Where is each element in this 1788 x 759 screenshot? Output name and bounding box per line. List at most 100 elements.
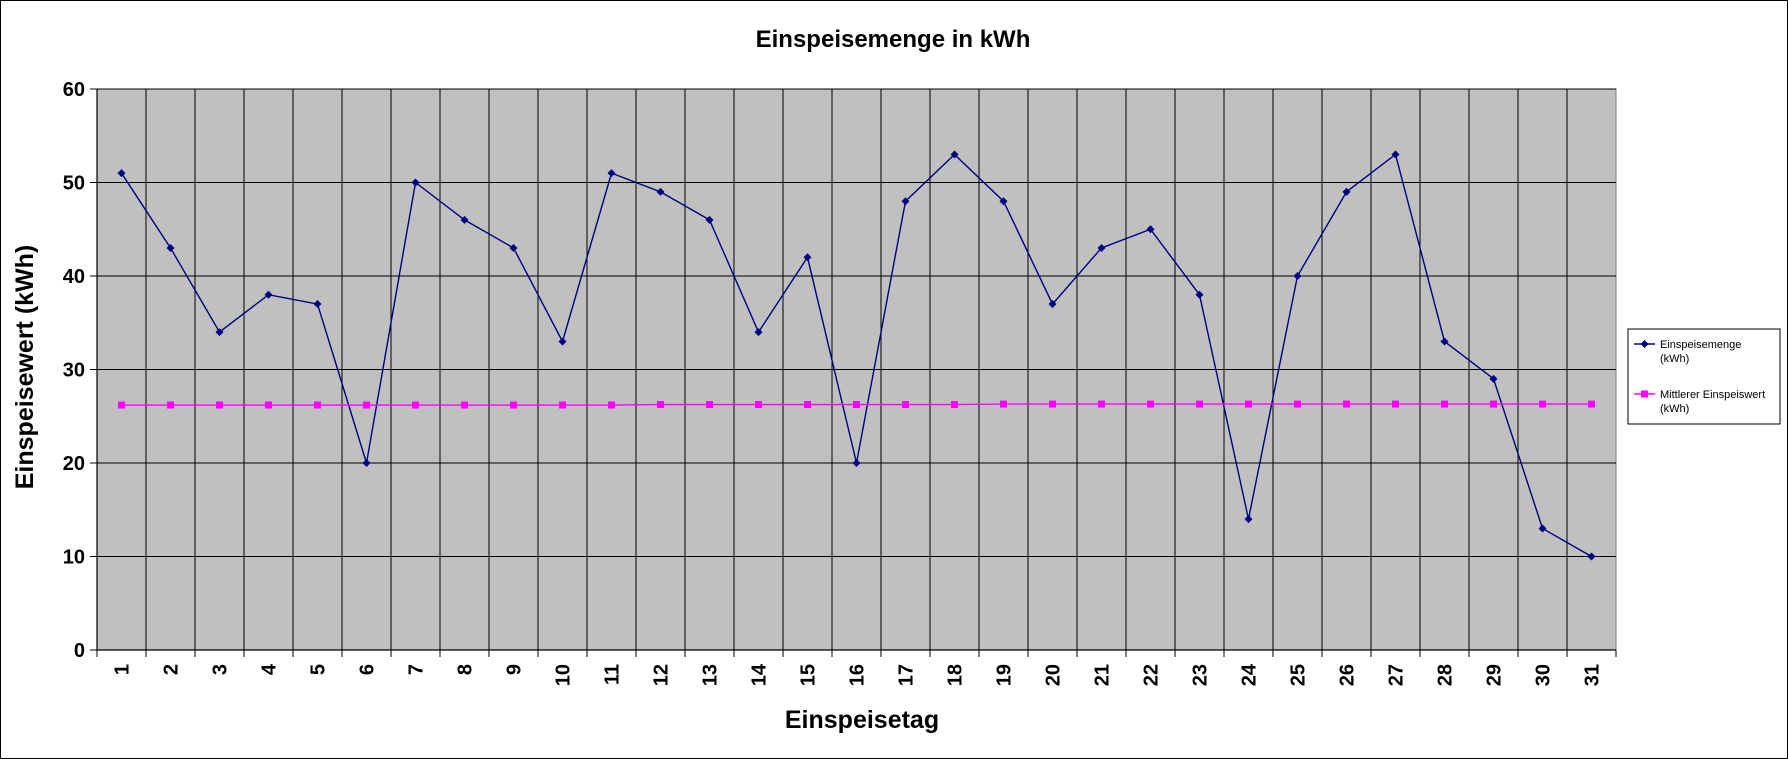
data-point-square (755, 401, 762, 409)
legend-marker-diamond (1640, 340, 1649, 348)
data-point-diamond (460, 215, 469, 224)
data-point-diamond (1293, 272, 1302, 280)
x-axis-title: Einspeisetag (785, 706, 939, 734)
y-tick-label: 10 (63, 547, 85, 569)
data-point-diamond (1440, 337, 1449, 346)
data-point-diamond (166, 243, 175, 252)
x-tick-label: 29 (1484, 664, 1506, 686)
x-tick-label: 28 (1435, 664, 1457, 686)
x-tick-label: 31 (1582, 664, 1604, 686)
data-point-diamond (803, 253, 812, 262)
data-point-diamond (1587, 552, 1596, 561)
data-point-square (1588, 400, 1595, 408)
y-tick-label: 60 (63, 79, 85, 101)
y-tick-label: 20 (63, 453, 85, 475)
data-point-diamond (754, 328, 763, 337)
chart-title: Einspeisemenge in kWh (756, 26, 1031, 53)
data-point-square (216, 401, 223, 409)
x-tick-label: 20 (1043, 664, 1065, 686)
x-tick-label: 17 (896, 664, 918, 686)
data-point-diamond (1342, 187, 1351, 196)
legend-box (1627, 328, 1781, 425)
x-tick-label: 9 (504, 664, 526, 675)
data-point-diamond (1048, 300, 1057, 309)
y-axis-title: Einspeisewert (kWh) (11, 245, 39, 490)
y-tick-label: 40 (63, 266, 85, 288)
x-tick-label: 5 (308, 664, 330, 675)
y-tick-label: 0 (74, 640, 85, 662)
x-tick-label: 22 (1141, 664, 1163, 686)
data-point-diamond (607, 169, 616, 178)
data-point-diamond (509, 243, 518, 252)
data-point-square (1245, 400, 1252, 408)
data-point-square (510, 401, 517, 409)
data-point-square (1098, 400, 1105, 408)
x-tick-label: 10 (553, 664, 575, 686)
data-point-square (1196, 400, 1203, 408)
data-point-diamond (215, 328, 224, 337)
data-point-diamond (852, 459, 861, 467)
data-point-square (1294, 400, 1301, 408)
x-tick-label: 1 (112, 664, 134, 675)
data-point-square (902, 401, 909, 409)
data-point-diamond (117, 169, 126, 178)
data-point-square (363, 401, 370, 409)
data-point-square (951, 401, 958, 409)
x-tick-label: 19 (994, 664, 1016, 686)
data-point-square (461, 401, 468, 409)
data-point-square (608, 401, 615, 409)
x-tick-label: 21 (1092, 664, 1114, 686)
data-point-diamond (705, 215, 714, 224)
data-point-square (265, 401, 272, 409)
x-tick-label: 4 (259, 663, 281, 675)
series-layer (117, 150, 1596, 561)
x-tick-label: 2 (161, 664, 183, 675)
x-tick-label: 6 (357, 664, 379, 675)
x-tick-label: 3 (210, 664, 232, 675)
x-tick-label: 18 (945, 664, 967, 686)
y-tick-label: 50 (63, 173, 85, 195)
data-point-square (1392, 400, 1399, 408)
x-tick-label: 7 (406, 664, 428, 675)
data-point-diamond (1538, 524, 1547, 533)
data-point-diamond (1244, 515, 1253, 524)
x-tick-label: 8 (455, 664, 477, 675)
data-point-square (1000, 400, 1007, 408)
data-point-diamond (1097, 243, 1106, 252)
x-tick-label: 15 (798, 664, 820, 686)
legend: Einspeisemenge (kWh) Mittlerer Einspeiswer… (1627, 328, 1781, 425)
y-tick-label: 30 (63, 360, 85, 382)
data-point-square (559, 401, 566, 409)
data-point-diamond (1391, 150, 1400, 159)
data-point-diamond (411, 178, 420, 187)
data-point-square (1049, 400, 1056, 408)
data-point-square (1490, 400, 1497, 408)
data-point-square (314, 401, 321, 409)
x-tick-label: 25 (1288, 664, 1310, 686)
data-point-square (804, 401, 811, 409)
data-point-diamond (1489, 374, 1498, 383)
data-point-diamond (950, 150, 959, 159)
data-point-diamond (901, 197, 910, 206)
data-point-diamond (999, 197, 1008, 206)
data-point-diamond (1146, 225, 1155, 234)
data-point-square (412, 401, 419, 409)
x-tick-label: 12 (651, 664, 673, 686)
x-tick-label: 26 (1337, 664, 1359, 686)
data-point-diamond (313, 300, 322, 309)
data-point-square (657, 401, 664, 409)
data-point-square (1539, 400, 1546, 408)
data-point-square (118, 401, 125, 409)
data-point-diamond (264, 290, 273, 299)
x-tick-label: 27 (1386, 664, 1408, 686)
x-tick-label: 14 (749, 663, 771, 686)
data-point-diamond (656, 187, 665, 196)
legend-label: (kWh) (1660, 403, 1689, 415)
data-point-diamond (362, 459, 371, 467)
legend-label: Einspeisemenge (1660, 339, 1741, 351)
data-point-square (706, 401, 713, 409)
data-point-square (167, 401, 174, 409)
